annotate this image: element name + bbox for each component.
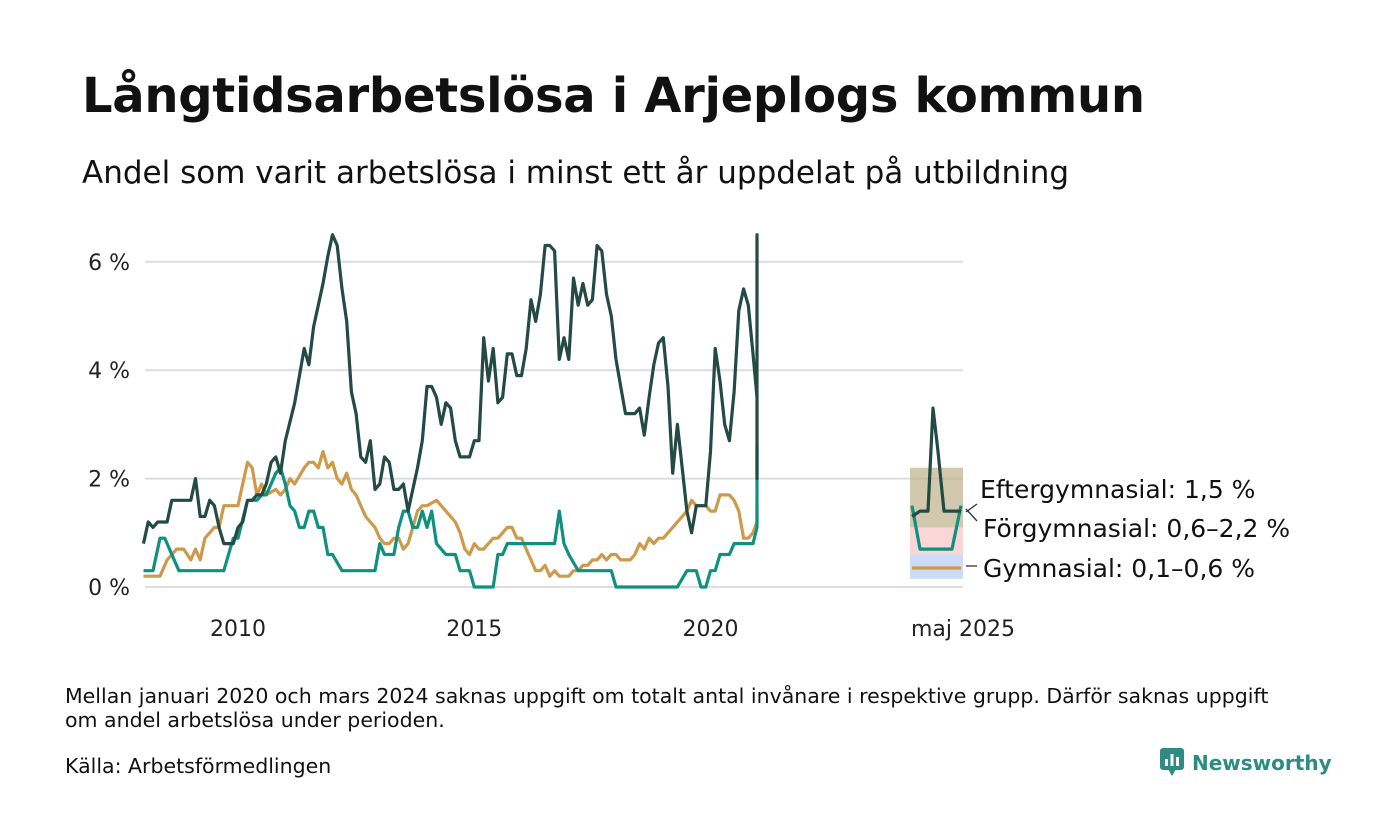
end-label-gymnasial: Gymnasial: 0,1–0,6 % (983, 554, 1255, 583)
line-chart: 0 % 2 % 4 % 6 % 2010 2015 2020 maj 2025 Eftergy… (88, 233, 1290, 642)
uncertainty-bands (910, 467, 963, 579)
y-tick-label: 4 % (88, 359, 130, 384)
footnote: Mellan januari 2020 och mars 2024 saknas… (65, 684, 1269, 732)
newsworthy-logo-icon (1160, 748, 1184, 776)
chart-subtitle: Andel som varit arbetslösa i minst ett å… (82, 155, 1070, 191)
label-connector (965, 508, 978, 522)
y-tick-label: 0 % (88, 576, 130, 601)
series-line-eftergymnasial (143, 444, 759, 589)
series-line-gymnasial (143, 449, 759, 578)
series-tail-förgymnasial (911, 406, 961, 518)
end-label-förgymnasial: Förgymnasial: 0,6–2,2 % (983, 514, 1290, 543)
band-eftergymnasial (910, 467, 963, 528)
x-tick-label: 2020 (683, 617, 739, 642)
y-tick-label: 6 % (88, 251, 130, 276)
newsworthy-logo: Newsworthy (1160, 748, 1332, 778)
x-break-label: maj 2025 (911, 617, 1015, 642)
end-label-eftergymnasial: Eftergymnasial: 1,5 % (980, 475, 1255, 504)
series-lines (141, 233, 963, 589)
chart-title: Långtidsarbetslösa i Arjeplogs kommun (82, 68, 1145, 124)
end-labels: Eftergymnasial: 1,5 % Förgymnasial: 0,6–2… (965, 475, 1290, 583)
x-tick-label: 2015 (446, 617, 502, 642)
series-tail-eftergymnasial (910, 505, 963, 551)
series-line-förgymnasial (141, 233, 759, 546)
axis-labels: 0 % 2 % 4 % 6 % 2010 2015 2020 maj 2025 (88, 251, 1015, 642)
source-text: Källa: Arbetsförmedlingen (65, 754, 332, 778)
y-tick-label: 2 % (88, 468, 130, 493)
brand-name: Newsworthy (1192, 751, 1332, 775)
x-tick-label: 2010 (210, 617, 266, 642)
